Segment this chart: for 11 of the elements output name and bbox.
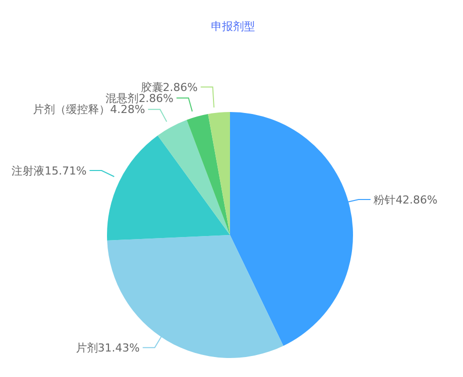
pie-slice bbox=[208, 112, 230, 235]
pie-slice bbox=[186, 114, 230, 235]
slice-label: 片剂（缓控释）4.28% bbox=[33, 103, 146, 116]
slice-label: 片剂31.43% bbox=[76, 341, 140, 354]
slice-label: 混悬剂2.86% bbox=[106, 92, 174, 105]
slice-label: 注射液15.71% bbox=[12, 164, 87, 178]
chart-title: 申报剂型 bbox=[211, 20, 255, 33]
pie-slice bbox=[107, 135, 230, 240]
slice-label: 粉针42.86% bbox=[374, 193, 438, 206]
pie-slice bbox=[158, 120, 230, 235]
slice-label: 胶囊2.86% bbox=[140, 80, 198, 94]
